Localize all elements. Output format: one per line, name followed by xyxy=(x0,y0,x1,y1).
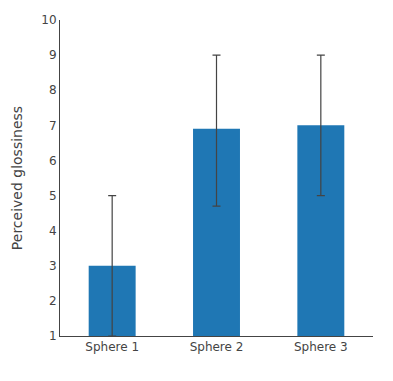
svg-text:2: 2 xyxy=(49,294,57,308)
svg-text:4: 4 xyxy=(49,224,57,238)
svg-text:Sphere 2: Sphere 2 xyxy=(190,340,244,354)
svg-text:Perceived glossiness: Perceived glossiness xyxy=(9,106,25,250)
svg-text:Sphere 3: Sphere 3 xyxy=(294,340,348,354)
svg-text:10: 10 xyxy=(41,13,56,27)
svg-text:6: 6 xyxy=(49,154,57,168)
svg-text:7: 7 xyxy=(49,119,57,133)
svg-text:8: 8 xyxy=(49,83,57,97)
svg-text:1: 1 xyxy=(49,329,57,343)
svg-text:3: 3 xyxy=(49,259,57,273)
svg-text:9: 9 xyxy=(49,48,57,62)
svg-text:5: 5 xyxy=(49,189,57,203)
svg-text:Sphere 1: Sphere 1 xyxy=(85,340,139,354)
